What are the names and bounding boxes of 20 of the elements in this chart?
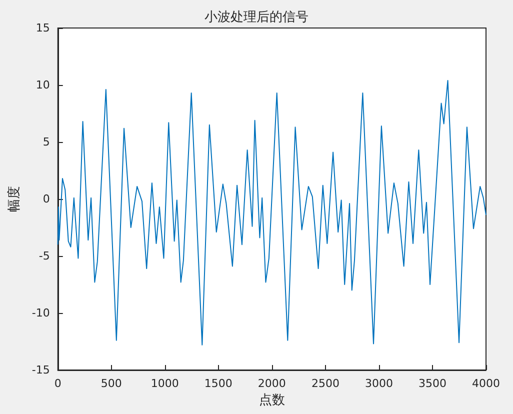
x-tick-label: 3500 — [418, 377, 446, 390]
x-tick-label: 4000 — [472, 377, 500, 390]
y-tick-label: -15 — [32, 364, 50, 376]
x-tick-label: 1500 — [204, 377, 232, 390]
x-tick-label: 500 — [100, 377, 122, 390]
y-tick-label: 0 — [42, 192, 50, 206]
y-tick-label: -10 — [32, 306, 50, 320]
x-tick-label: 1000 — [150, 377, 179, 390]
y-tick-label: 5 — [42, 136, 50, 148]
chart-title: 小波处理后的信号 — [204, 10, 308, 25]
y-tick-label: -5 — [38, 250, 50, 262]
x-tick-label: 3000 — [364, 377, 393, 390]
y-axis-title: 幅度 — [6, 186, 22, 212]
x-tick-label: 2500 — [311, 377, 340, 390]
y-tick-label: 15 — [36, 22, 50, 34]
x-axis-title: 点数 — [258, 393, 285, 408]
y-tick-label: 10 — [36, 78, 50, 92]
line-series — [57, 80, 486, 346]
x-tick-label: 2000 — [258, 377, 286, 390]
x-tick-label: 0 — [54, 377, 62, 390]
